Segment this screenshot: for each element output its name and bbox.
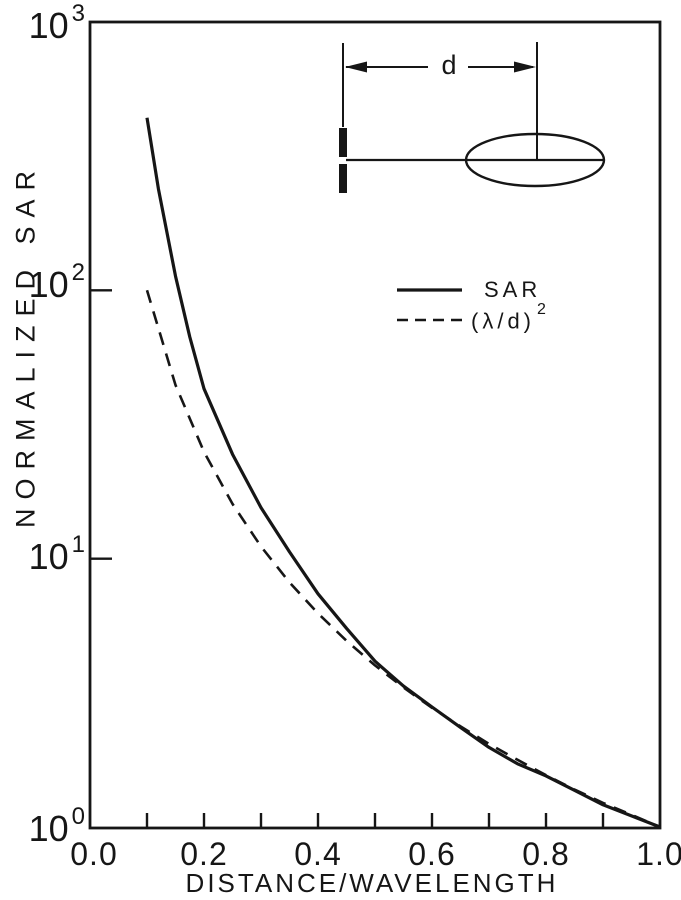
- x-tick-label-0.6: 0.6: [408, 836, 456, 872]
- solid-curve: [145, 117, 661, 829]
- y-tick-exponent: 1: [71, 531, 85, 558]
- dimension-label-d: d: [441, 50, 457, 80]
- y-tick-base: 10: [28, 536, 69, 577]
- y-tick-label-10: 10 1: [14, 531, 85, 577]
- dashed-curve: [145, 289, 661, 829]
- y-tick-exponent: 3: [71, 0, 85, 27]
- legend-label-sar: SAR: [484, 277, 541, 303]
- legend-label-lambda-over-d-squared: (λ/d) 2: [471, 301, 548, 334]
- y-tick-base: 10: [28, 264, 69, 305]
- y-tick-exponent: 2: [71, 259, 85, 286]
- x-tick-label-0.8: 0.8: [522, 836, 570, 872]
- dimension-arrow-left-icon: [345, 61, 367, 73]
- legend-label-text: (λ/d): [471, 308, 535, 334]
- x-tick-label-0.0: 0.0: [70, 836, 118, 872]
- x-tick-label-0.4: 0.4: [294, 836, 342, 872]
- plot-frame: [88, 20, 662, 830]
- y-tick-label-1: 10 0: [14, 803, 85, 849]
- y-tick-exponent: 0: [71, 803, 85, 830]
- x-axis-title: DISTANCE/WAVELENGTH: [185, 868, 559, 898]
- dimension-arrow-right-icon: [514, 61, 536, 73]
- y-tick-base: 10: [28, 5, 69, 46]
- y-axis-title: NORMALIZED SAR: [10, 161, 41, 529]
- legend-label-exponent: 2: [537, 301, 550, 318]
- x-tick-label-0.2: 0.2: [180, 836, 228, 872]
- y-tick-label-1000: 10 3: [14, 0, 85, 46]
- legend-label-text: SAR: [484, 277, 542, 302]
- y-tick-base: 10: [28, 808, 69, 849]
- body-ellipse: [464, 132, 606, 188]
- x-tick-label-1.0: 1.0: [636, 836, 681, 872]
- y-tick-label-100: 10 2: [14, 259, 85, 305]
- inset-diagram: [339, 42, 606, 193]
